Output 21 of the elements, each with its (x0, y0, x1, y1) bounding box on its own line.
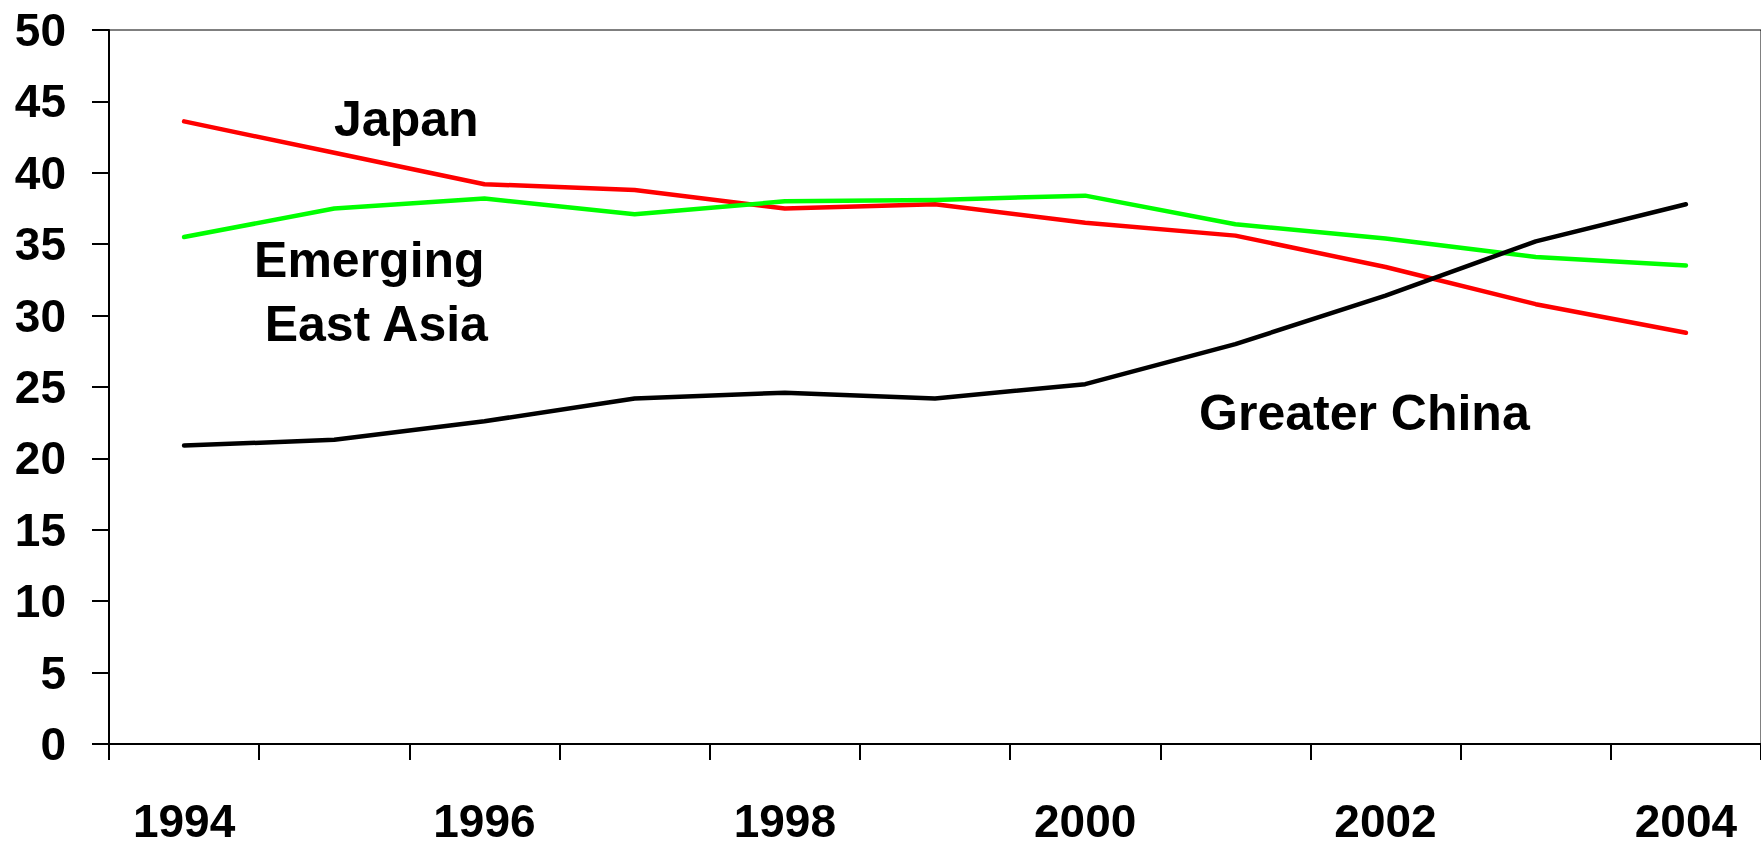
y-tick-label: 5 (40, 646, 66, 699)
series-label: Emerging East Asia (254, 231, 499, 352)
y-tick-label: 35 (14, 218, 66, 271)
line-series (181, 201, 1689, 448)
x-tick-label: 1998 (733, 795, 836, 844)
x-tick-label: 1994 (132, 795, 236, 844)
y-tick-label: 40 (14, 146, 66, 199)
series-label: Greater China (1199, 385, 1531, 442)
y-tick-label: 50 (14, 4, 66, 56)
y-tick-label: 0 (40, 718, 66, 770)
x-tick-label: 2000 (1034, 795, 1137, 844)
y-tick-label: 30 (14, 289, 66, 342)
x-tick-label: 2004 (1634, 795, 1738, 844)
y-tick-label: 25 (14, 361, 66, 413)
series-label: Japan (334, 90, 479, 147)
x-tick-label: 1996 (433, 795, 536, 844)
y-tick-label: 15 (14, 503, 66, 556)
x-tick-label: 2002 (1334, 795, 1437, 844)
y-tick-label: 20 (14, 432, 66, 485)
y-tick-label: 45 (14, 75, 66, 128)
y-tick-label: 10 (14, 575, 66, 628)
